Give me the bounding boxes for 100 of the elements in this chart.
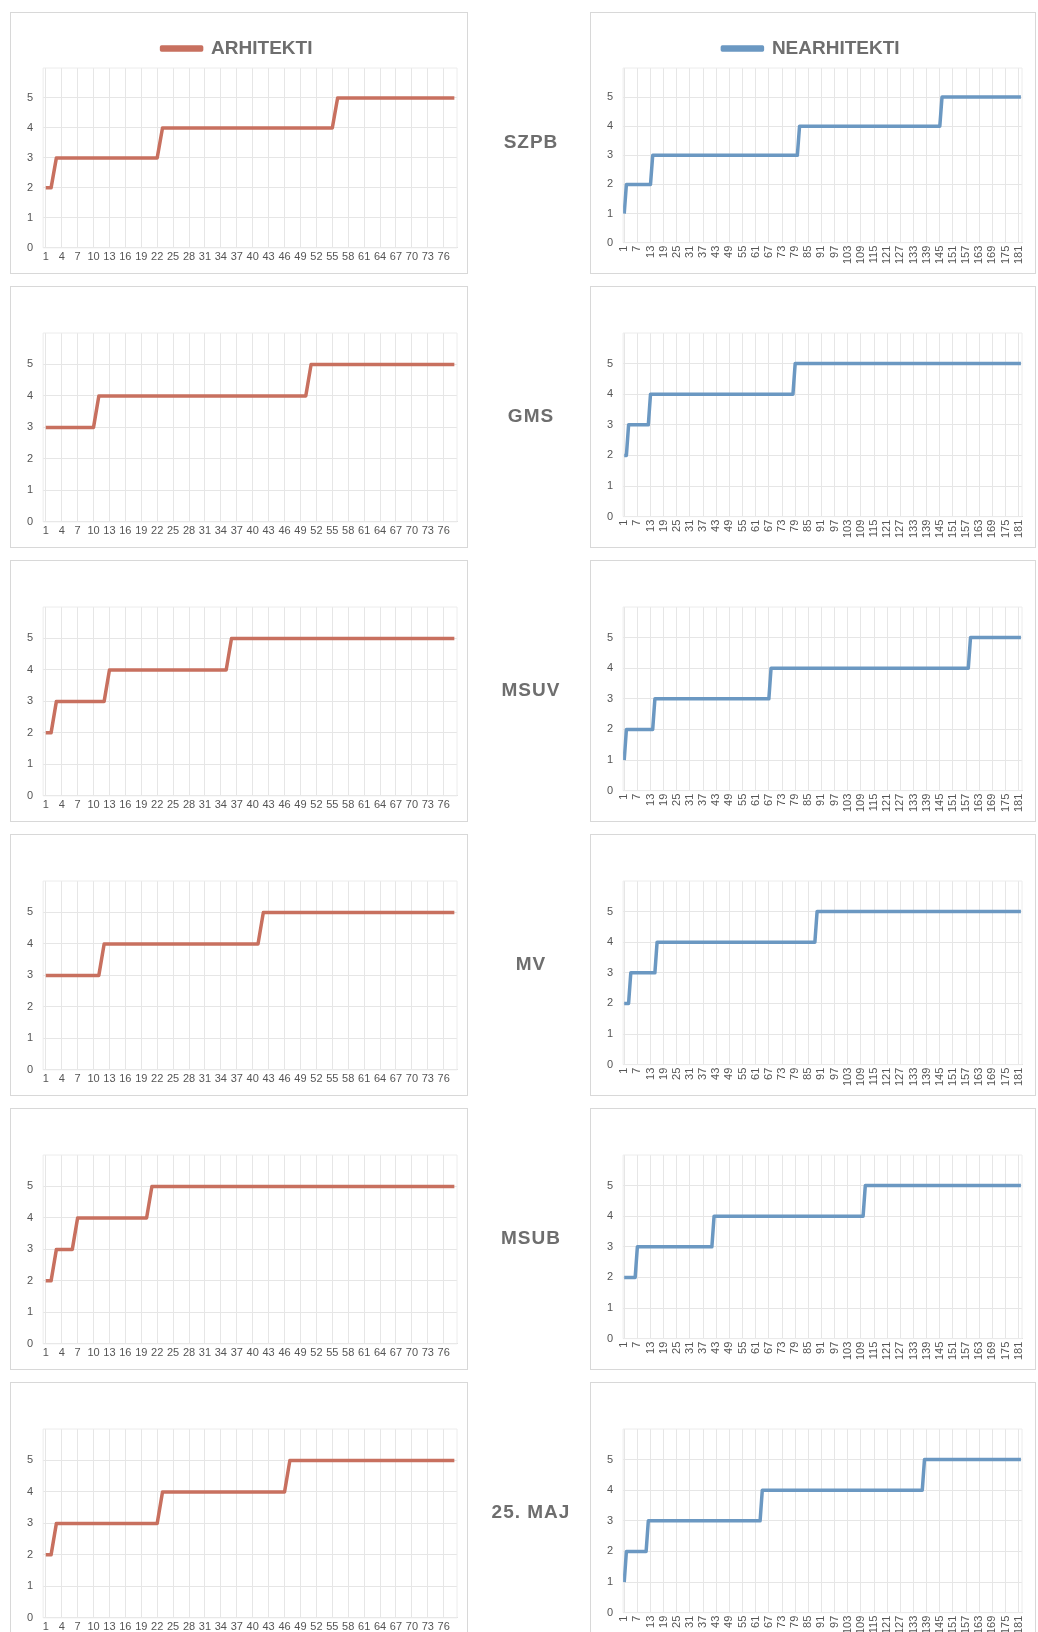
x-tick-label: 67 <box>761 793 774 806</box>
x-tick-label: 4 <box>58 524 65 537</box>
x-tick-label: 67 <box>389 250 403 263</box>
x-tick-label: 1 <box>617 245 630 252</box>
x-tick-label: 145 <box>932 519 945 539</box>
y-tick-label: 2 <box>26 725 34 738</box>
x-tick-label: 28 <box>182 250 196 263</box>
x-tick-label: 40 <box>246 1346 259 1359</box>
x-tick-label: 58 <box>342 1346 355 1359</box>
x-tick-label: 79 <box>788 1067 801 1080</box>
x-tick-label: 70 <box>405 1346 419 1359</box>
x-tick-label: 67 <box>761 1615 774 1628</box>
x-tick-label: 37 <box>696 793 709 806</box>
x-tick-label: 163 <box>972 793 985 813</box>
x-tick-label: 61 <box>748 1615 761 1628</box>
x-tick-label: 73 <box>775 519 788 532</box>
y-tick-label: 2 <box>26 180 34 193</box>
x-tick-label: 55 <box>326 524 339 537</box>
x-tick-label: 13 <box>643 1341 656 1354</box>
x-tick-label: 73 <box>775 1341 788 1354</box>
y-tick-label: 1 <box>26 1031 34 1044</box>
x-tick-label: 55 <box>735 519 748 532</box>
x-tick-label: 55 <box>735 1341 748 1354</box>
y-tick-label: 3 <box>606 417 614 430</box>
x-tick-label: 109 <box>853 1067 866 1087</box>
x-tick-label: 76 <box>437 798 450 811</box>
x-tick-label: 49 <box>294 250 307 263</box>
x-tick-label: 76 <box>437 524 450 537</box>
x-tick-label: 103 <box>840 793 853 813</box>
x-tick-label: 67 <box>761 1341 774 1354</box>
x-tick-label: 55 <box>735 1615 748 1628</box>
x-tick-label: 49 <box>294 798 307 811</box>
x-tick-label: 19 <box>135 250 148 263</box>
y-tick-label: 2 <box>26 1547 34 1560</box>
x-tick-label: 46 <box>278 1346 291 1359</box>
x-tick-label: 139 <box>919 793 932 813</box>
y-tick-label: 4 <box>606 935 614 948</box>
y-tick-label: 3 <box>606 148 614 161</box>
x-tick-label: 31 <box>198 798 212 811</box>
y-tick-label: 4 <box>606 661 614 674</box>
x-tick-label: 52 <box>310 1072 323 1085</box>
x-tick-label: 25 <box>669 245 682 258</box>
y-tick-label: 3 <box>26 694 34 707</box>
x-tick-label: 169 <box>985 245 998 265</box>
x-tick-label: 31 <box>683 519 695 532</box>
x-tick-label: 13 <box>103 798 116 811</box>
y-tick-label: 4 <box>26 1210 34 1223</box>
x-tick-label: 73 <box>421 1620 434 1632</box>
y-tick-label: 3 <box>606 1239 614 1252</box>
x-tick-label: 43 <box>262 798 275 811</box>
x-tick-label: 55 <box>735 793 748 806</box>
y-tick-label: 5 <box>606 356 614 369</box>
x-tick-label: 4 <box>58 798 65 811</box>
x-tick-label: 13 <box>103 524 116 537</box>
x-tick-label: 37 <box>230 524 243 537</box>
y-tick-label: 1 <box>606 1301 614 1314</box>
text: SZPB <box>502 131 560 153</box>
x-tick-label: 58 <box>342 1072 355 1085</box>
x-tick-label: 10 <box>87 1620 100 1632</box>
x-tick-label: 52 <box>310 798 323 811</box>
x-tick-label: 103 <box>840 1341 853 1361</box>
x-tick-label: 13 <box>103 250 116 263</box>
x-tick-label: 28 <box>182 524 196 537</box>
x-tick-label: 175 <box>998 245 1011 265</box>
x-tick-label: 73 <box>775 1615 788 1628</box>
x-tick-label: 13 <box>643 245 656 258</box>
x-tick-label: 73 <box>421 1346 434 1359</box>
x-tick-label: 52 <box>310 250 323 263</box>
y-tick-label: 0 <box>606 1605 614 1618</box>
x-tick-label: 73 <box>775 793 788 806</box>
x-tick-label: 31 <box>683 793 695 806</box>
x-tick-label: 16 <box>119 1346 132 1359</box>
x-tick-label: 61 <box>358 798 371 811</box>
x-tick-label: 22 <box>151 1072 164 1085</box>
x-tick-label: 127 <box>893 245 906 265</box>
text: MSUV <box>500 679 562 701</box>
y-tick-label: 4 <box>26 662 34 675</box>
x-tick-label: 7 <box>74 1072 81 1085</box>
x-tick-label: 43 <box>709 519 722 532</box>
x-tick-label: 4 <box>58 1346 65 1359</box>
y-tick-label: 4 <box>26 388 34 401</box>
x-tick-label: 40 <box>246 1620 259 1632</box>
y-tick-label: 5 <box>606 904 614 917</box>
x-tick-label: 49 <box>722 1067 735 1080</box>
x-tick-label: 37 <box>230 250 243 263</box>
x-tick-label: 115 <box>867 1615 880 1632</box>
x-tick-label: 181 <box>1011 245 1024 265</box>
x-tick-label: 73 <box>421 524 434 537</box>
x-tick-label: 151 <box>946 793 958 813</box>
x-tick-label: 181 <box>1011 519 1024 539</box>
y-tick-label: 4 <box>606 387 614 400</box>
x-tick-label: 67 <box>761 245 774 258</box>
x-tick-label: 139 <box>919 245 932 265</box>
x-tick-label: 31 <box>198 1346 212 1359</box>
x-tick-label: 70 <box>405 524 419 537</box>
x-tick-label: 151 <box>946 1341 958 1361</box>
x-tick-label: 19 <box>656 1341 669 1354</box>
x-tick-label: 127 <box>893 1067 906 1087</box>
x-tick-label: 70 <box>405 250 419 263</box>
x-tick-label: 61 <box>748 793 761 806</box>
